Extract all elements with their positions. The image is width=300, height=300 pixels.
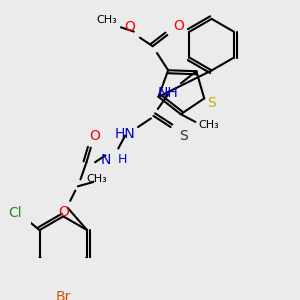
Text: CH₃: CH₃ bbox=[96, 15, 117, 26]
Text: O: O bbox=[124, 20, 135, 34]
Text: NH: NH bbox=[158, 86, 178, 100]
Text: CH₃: CH₃ bbox=[198, 119, 219, 130]
Text: HN: HN bbox=[115, 127, 136, 141]
Text: H: H bbox=[118, 153, 127, 166]
Text: N: N bbox=[100, 153, 111, 167]
Text: Br: Br bbox=[56, 290, 71, 300]
Text: CH₃: CH₃ bbox=[86, 174, 107, 184]
Text: O: O bbox=[90, 130, 101, 143]
Text: O: O bbox=[58, 205, 69, 219]
Text: Cl: Cl bbox=[9, 206, 22, 220]
Text: O: O bbox=[173, 20, 184, 33]
Text: S: S bbox=[179, 129, 188, 142]
Text: S: S bbox=[207, 96, 215, 110]
